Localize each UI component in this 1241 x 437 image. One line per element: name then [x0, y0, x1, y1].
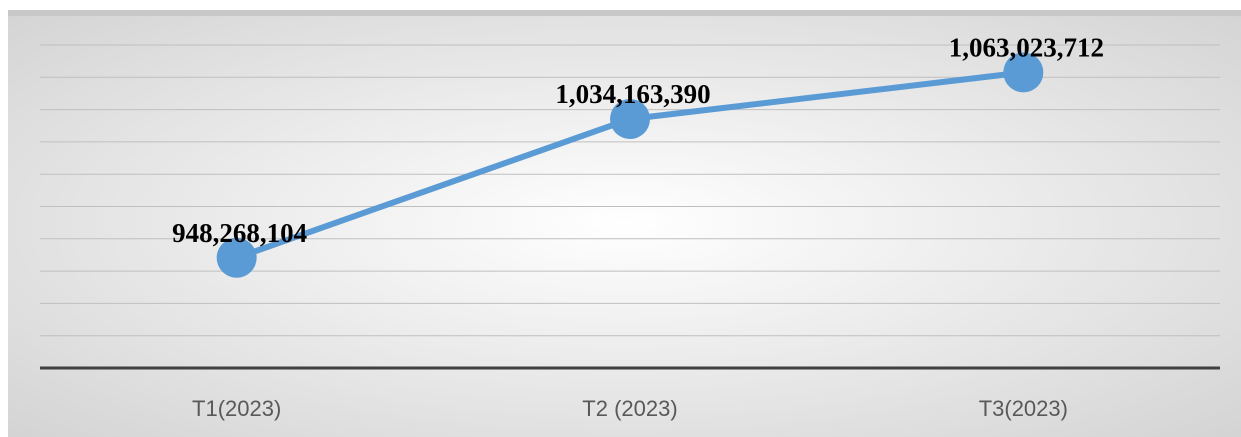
- data-label: 1,034,163,390: [555, 79, 710, 109]
- marker: [610, 99, 650, 140]
- marker: [1003, 52, 1044, 93]
- x-tick-label: T1(2023): [192, 396, 281, 421]
- x-tick-label: T2 (2023): [582, 396, 677, 421]
- data-label: 948,268,104: [172, 218, 307, 248]
- x-tick-label: T3(2023): [979, 396, 1068, 421]
- data-label: 1,063,023,712: [949, 33, 1104, 63]
- top-border: [8, 10, 1241, 16]
- marker: [216, 237, 257, 278]
